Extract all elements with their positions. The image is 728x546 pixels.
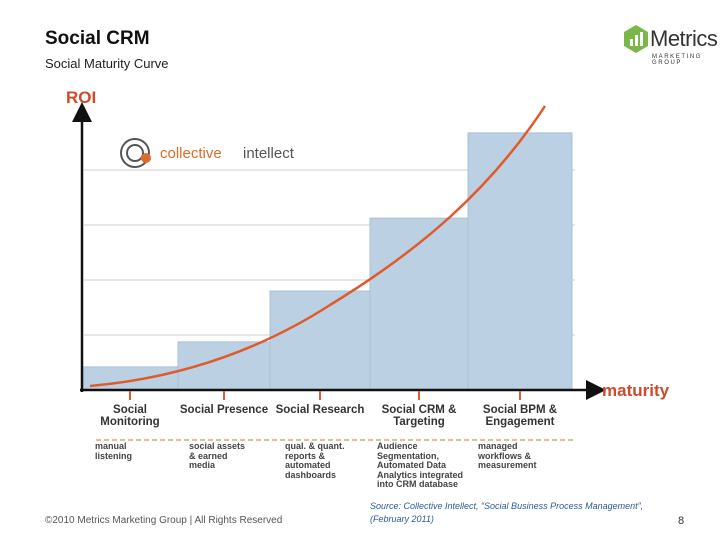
category-description: qual. & quant. reports & automated dashb…: [285, 441, 345, 480]
category-label: Social BPM & Engagement: [482, 404, 558, 428]
category-label: Social Research: [275, 404, 365, 416]
brand-logo: collective intellect: [120, 138, 295, 168]
page-number: 8: [678, 515, 685, 527]
brand-second: intellect: [243, 145, 295, 162]
bar: [177, 341, 271, 391]
brand-first: collective: [160, 145, 222, 162]
logo-tagline: MARKETING GROUP: [652, 54, 703, 66]
chart: ROI maturity collective intellect: [66, 88, 670, 441]
x-axis-label: maturity: [602, 381, 670, 400]
category-label: Social CRM & Targeting: [381, 404, 457, 428]
slide-title: Social CRM: [45, 28, 150, 49]
category-description: social assets & earned media: [189, 441, 246, 470]
category-description: manual listening: [95, 441, 133, 461]
bar: [269, 290, 371, 391]
bar: [467, 132, 573, 391]
category-description: Audience Segmentation, Automated Data An…: [377, 441, 464, 489]
category-description: managed workflows & measurement: [478, 441, 537, 470]
category-label: Social Monitoring: [100, 404, 160, 428]
logo: Metrics MARKETING GROUP: [622, 22, 718, 66]
logo-name: Metrics: [650, 26, 718, 51]
y-axis-label: ROI: [66, 88, 96, 107]
source-note: Source: Collective Intellect, “Social Bu…: [370, 501, 644, 524]
footer: ©2010 Metrics Marketing Group | All Righ…: [45, 515, 283, 526]
logo-icon: [624, 25, 648, 53]
category-label: Social Presence: [179, 404, 269, 416]
maturity-curve: [89, 105, 547, 388]
slide-subtitle: Social Maturity Curve: [45, 56, 169, 71]
